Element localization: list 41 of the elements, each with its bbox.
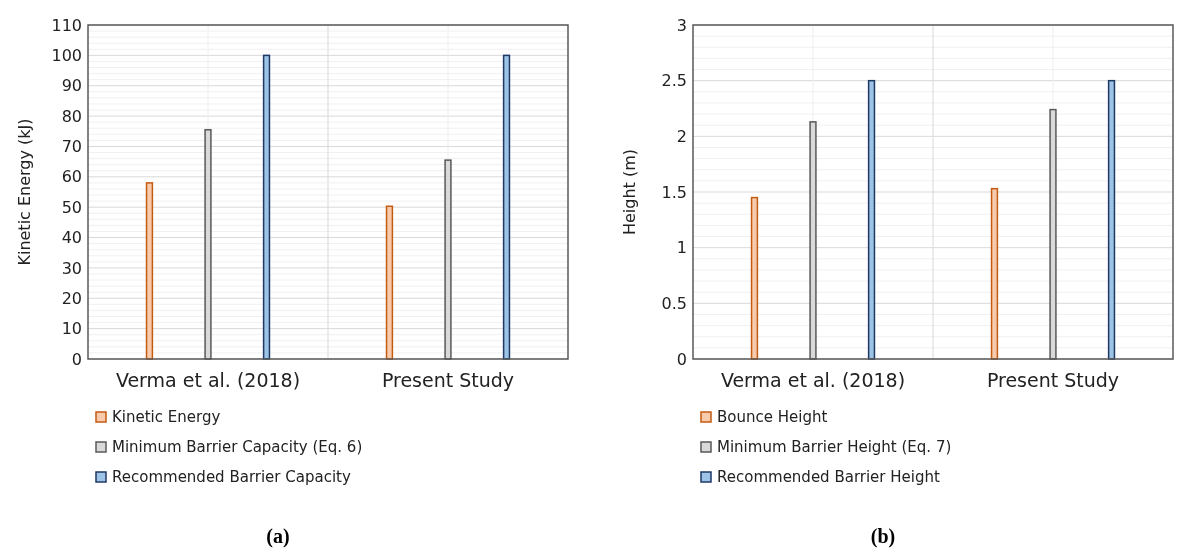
y-tick-label: 10	[61, 319, 82, 339]
y-tick-label: 0.5	[661, 293, 687, 313]
bar	[750, 196, 759, 360]
bar	[385, 205, 394, 360]
text: (a)	[266, 525, 290, 548]
y-tick-label: 3	[676, 15, 687, 35]
x-tick-label: Verma et al. (2018)	[115, 369, 301, 391]
y-tick-label: 90	[61, 76, 82, 96]
bar	[502, 54, 511, 360]
legend-label: Recommended Barrier Height	[717, 468, 940, 487]
legend-label: Kinetic Energy	[112, 408, 221, 427]
y-tick-label: 60	[61, 167, 82, 187]
y-axis-title: Kinetic Energy (kJ)	[15, 118, 34, 266]
bar	[262, 54, 271, 360]
y-tick-label: 30	[61, 258, 82, 278]
legend-label: Recommended Barrier Capacity	[112, 468, 351, 487]
y-tick-label: 2	[676, 126, 687, 146]
legend-label: Minimum Barrier Height (Eq. 7)	[717, 438, 952, 457]
x-tick-label: Present Study	[986, 369, 1120, 391]
y-tick-label: 110	[51, 15, 82, 35]
legend-label: Minimum Barrier Capacity (Eq. 6)	[112, 438, 363, 457]
y-tick-label: 1	[676, 238, 687, 258]
bar	[145, 182, 154, 360]
bar	[1107, 79, 1116, 360]
y-tick-label: 80	[61, 106, 82, 126]
text: (b)	[870, 525, 896, 548]
y-tick-label: 50	[61, 197, 82, 217]
y-axis-title: Height (m)	[620, 148, 639, 236]
y-tick-label: 100	[51, 45, 82, 65]
bar	[867, 79, 876, 360]
x-tick-label: Present Study	[381, 369, 515, 391]
y-tick-label: 20	[61, 288, 82, 308]
bar	[990, 187, 999, 360]
y-tick-label: 1.5	[661, 182, 687, 202]
y-tick-label: 40	[61, 228, 82, 248]
legend-label: Bounce Height	[717, 408, 828, 427]
x-tick-label: Verma et al. (2018)	[720, 369, 906, 391]
y-tick-label: 0	[71, 349, 82, 369]
y-tick-label: 0	[676, 349, 687, 369]
y-tick-label: 70	[61, 137, 82, 157]
y-tick-label: 2.5	[661, 71, 687, 91]
